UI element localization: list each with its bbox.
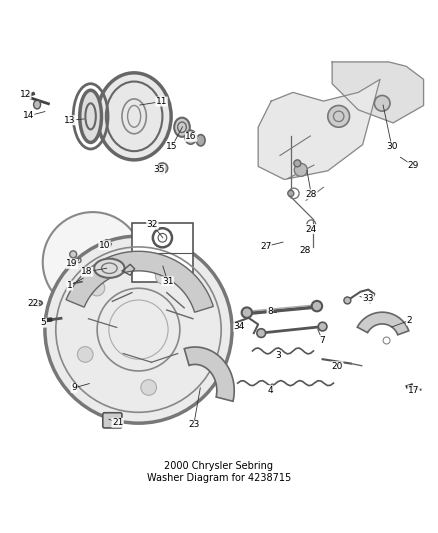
- Circle shape: [328, 106, 350, 127]
- Text: 31: 31: [162, 277, 173, 286]
- Circle shape: [141, 379, 156, 395]
- Text: 32: 32: [147, 220, 158, 229]
- Text: 28: 28: [306, 190, 317, 199]
- Ellipse shape: [94, 259, 124, 278]
- Circle shape: [89, 280, 105, 296]
- Circle shape: [78, 346, 93, 362]
- Circle shape: [157, 163, 168, 173]
- Circle shape: [257, 329, 265, 337]
- Ellipse shape: [80, 90, 102, 142]
- Ellipse shape: [174, 118, 190, 137]
- Text: 28: 28: [299, 246, 311, 255]
- Text: 8: 8: [267, 307, 273, 316]
- Text: 17: 17: [408, 385, 419, 394]
- Text: 10: 10: [99, 241, 110, 249]
- Text: 3: 3: [276, 351, 282, 360]
- Text: 30: 30: [386, 142, 398, 151]
- Circle shape: [294, 163, 307, 176]
- Circle shape: [344, 297, 351, 304]
- Text: 4: 4: [267, 385, 273, 394]
- Text: 19: 19: [66, 260, 78, 269]
- Text: 9: 9: [71, 383, 77, 392]
- Text: 14: 14: [23, 111, 34, 120]
- Text: 18: 18: [81, 267, 93, 276]
- Ellipse shape: [196, 135, 205, 146]
- Text: 15: 15: [166, 142, 178, 151]
- Text: 24: 24: [306, 224, 317, 233]
- Circle shape: [70, 251, 77, 258]
- Text: 16: 16: [185, 132, 197, 141]
- Circle shape: [312, 301, 322, 311]
- Text: 33: 33: [362, 294, 374, 303]
- Circle shape: [45, 236, 232, 423]
- Text: 7: 7: [319, 336, 325, 344]
- Text: 5: 5: [41, 318, 46, 327]
- Polygon shape: [357, 312, 409, 335]
- Text: 22: 22: [27, 298, 39, 308]
- Text: 27: 27: [260, 242, 271, 251]
- Polygon shape: [66, 251, 213, 312]
- Text: 35: 35: [153, 165, 165, 174]
- Ellipse shape: [97, 73, 171, 160]
- Text: 34: 34: [234, 322, 245, 332]
- Ellipse shape: [34, 100, 41, 109]
- Text: 2: 2: [406, 316, 412, 325]
- Circle shape: [43, 212, 143, 312]
- Text: 2000 Chrysler Sebring
Washer Diagram for 4238715: 2000 Chrysler Sebring Washer Diagram for…: [147, 461, 291, 483]
- Text: 13: 13: [64, 116, 76, 125]
- Polygon shape: [258, 79, 380, 180]
- Text: 20: 20: [332, 362, 343, 370]
- Text: 11: 11: [156, 97, 167, 106]
- Text: 29: 29: [408, 161, 419, 171]
- FancyBboxPatch shape: [103, 413, 122, 428]
- Bar: [132, 223, 193, 282]
- Text: 12: 12: [20, 90, 31, 99]
- Polygon shape: [332, 62, 424, 123]
- Circle shape: [155, 269, 171, 284]
- Circle shape: [374, 95, 390, 111]
- Circle shape: [288, 190, 294, 197]
- Circle shape: [318, 322, 327, 331]
- Ellipse shape: [185, 130, 196, 144]
- Text: 21: 21: [112, 418, 123, 427]
- Ellipse shape: [32, 301, 42, 305]
- Text: 23: 23: [188, 421, 199, 430]
- Text: 1: 1: [67, 281, 73, 290]
- Circle shape: [242, 308, 252, 318]
- Circle shape: [294, 160, 301, 167]
- Polygon shape: [184, 347, 234, 401]
